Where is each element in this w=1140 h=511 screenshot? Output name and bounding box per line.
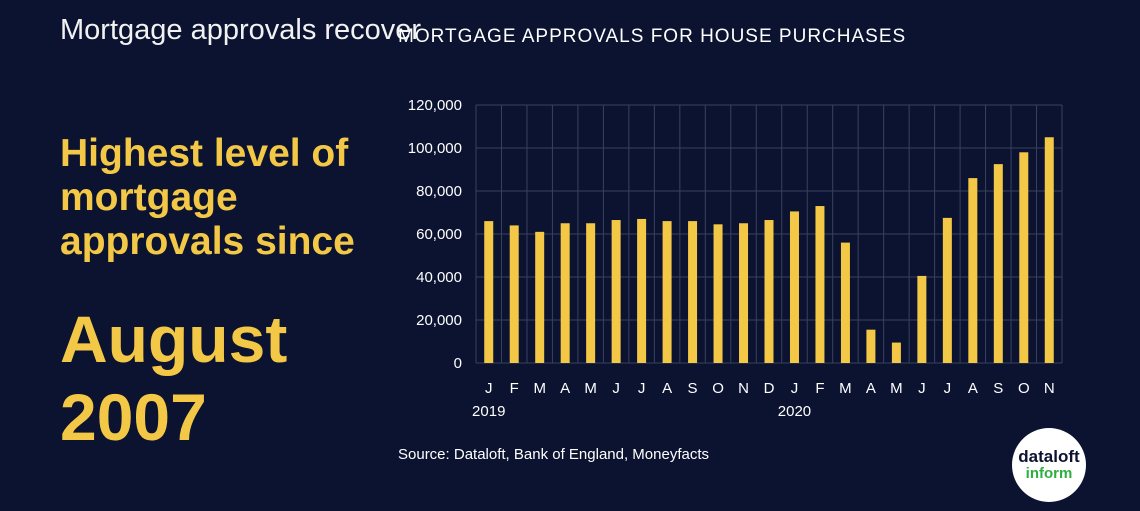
- bar: [739, 223, 749, 363]
- bar: [637, 218, 647, 363]
- y-tick-label: 60,000: [416, 226, 462, 243]
- x-tick-label: O: [1018, 380, 1030, 397]
- x-tick-label: M: [533, 380, 546, 397]
- x-tick-label: D: [764, 380, 775, 397]
- bar: [688, 221, 698, 363]
- x-tick-label: J: [944, 380, 952, 397]
- chart-title: MORTGAGE APPROVALS FOR HOUSE PURCHASES: [398, 26, 907, 47]
- x-tick-label: J: [638, 380, 646, 397]
- y-tick-label: 80,000: [416, 183, 462, 200]
- x-tick-label: A: [662, 380, 672, 397]
- y-tick-label: 20,000: [416, 312, 462, 329]
- source-note: Source: Dataloft, Bank of England, Money…: [398, 446, 710, 463]
- x-tick-label: S: [688, 380, 698, 397]
- bar: [789, 211, 799, 363]
- dataloft-logo: dataloft inform: [1012, 428, 1086, 502]
- year-label: 2019: [472, 403, 505, 420]
- y-tick-label: 0: [454, 355, 462, 372]
- bar: [586, 223, 596, 363]
- x-tick-label: A: [866, 380, 876, 397]
- bar: [993, 164, 1003, 363]
- x-tick-label: O: [712, 380, 724, 397]
- bar: [968, 178, 978, 363]
- x-tick-label: J: [791, 380, 799, 397]
- x-tick-label: S: [993, 380, 1003, 397]
- bar: [942, 217, 952, 363]
- y-tick-label: 40,000: [416, 269, 462, 286]
- bar: [535, 231, 545, 363]
- x-tick-label: A: [560, 380, 570, 397]
- x-tick-label: M: [839, 380, 852, 397]
- logo-line1: dataloft: [1018, 447, 1080, 466]
- bar: [1019, 152, 1029, 363]
- bar: [1044, 137, 1054, 363]
- bar: [713, 224, 723, 363]
- bar: [764, 220, 774, 363]
- highlight-text: Highest level of mortgage approvals sinc…: [60, 132, 355, 263]
- bar: [560, 223, 570, 363]
- bar: [891, 342, 901, 363]
- logo-line2: inform: [1025, 465, 1073, 482]
- y-tick-label: 120,000: [408, 97, 462, 114]
- bar: [840, 242, 850, 363]
- highlight-big-text: August 2007: [60, 302, 288, 454]
- x-tick-label: J: [612, 380, 620, 397]
- y-tick-label: 100,000: [408, 140, 462, 157]
- x-tick-label: A: [968, 380, 978, 397]
- x-tick-label: M: [584, 380, 597, 397]
- x-tick-label: J: [918, 380, 926, 397]
- bar: [917, 275, 927, 363]
- x-tick-label: N: [738, 380, 749, 397]
- x-tick-label: F: [815, 380, 824, 397]
- x-tick-label: M: [890, 380, 903, 397]
- bar: [611, 220, 621, 363]
- headline: Mortgage approvals recover: [60, 14, 422, 46]
- bar: [662, 221, 672, 363]
- bar: [866, 329, 876, 363]
- bar: [509, 225, 519, 363]
- x-tick-label: N: [1044, 380, 1055, 397]
- year-label: 2020: [778, 403, 811, 420]
- x-tick-label: J: [485, 380, 493, 397]
- x-tick-label: F: [510, 380, 519, 397]
- bar-chart: 0 20,000 40,000 60,000 80,000 100,000 120,000 J…: [408, 97, 1063, 420]
- bar: [484, 221, 494, 363]
- bar: [815, 206, 825, 363]
